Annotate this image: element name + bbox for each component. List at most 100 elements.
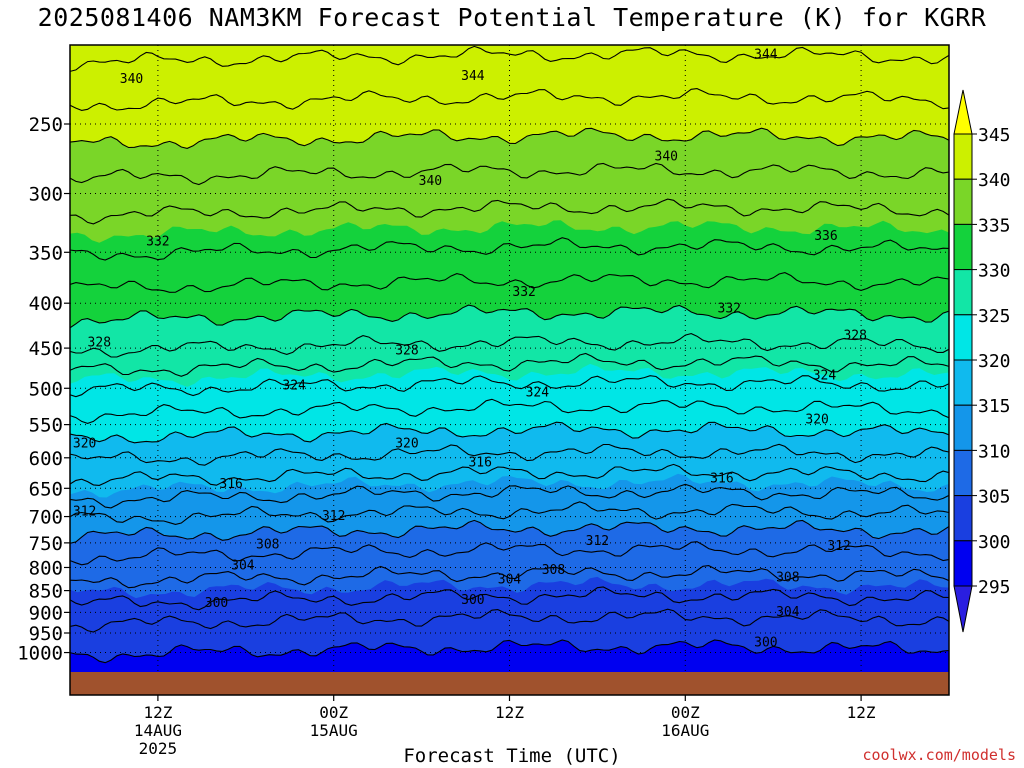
colorbar-label: 345 [978, 125, 1011, 146]
contour-label-320: 320 [395, 436, 418, 451]
contour-label-324: 324 [526, 386, 550, 401]
contour-line-302 [70, 608, 949, 633]
contour-label-332: 332 [512, 285, 535, 300]
contour-label-332: 332 [146, 235, 169, 250]
contour-line-328 [70, 333, 949, 358]
colorbar-box [953, 359, 973, 406]
colorbar-label: 315 [978, 396, 1011, 417]
contour-label-308: 308 [542, 563, 565, 578]
colorbar-box [953, 540, 973, 587]
contour-label-304: 304 [498, 573, 522, 588]
y-tick-label: 750 [29, 533, 63, 555]
contour-label-300: 300 [205, 596, 228, 611]
credit-link[interactable]: coolwx.com/models [862, 746, 1016, 764]
contour-line-326 [70, 352, 949, 377]
y-tick-label: 700 [29, 507, 63, 529]
x-tick-label: 16AUG [661, 721, 709, 740]
contour-line-318 [70, 443, 949, 466]
x-tick-label: 15AUG [310, 721, 358, 740]
colorbar-box [953, 133, 973, 180]
colorbar-label: 325 [978, 306, 1011, 327]
colorbar-box [953, 269, 973, 316]
contour-labels: 344 344 340 340 340 336 332 332 332 328 328 328 324 3… [73, 47, 867, 651]
colorbar-box [953, 178, 973, 225]
contour-label-344: 344 [754, 47, 778, 62]
contour-line-308 [70, 541, 949, 566]
contour-line-312 [70, 501, 949, 525]
colorbar-label: 295 [978, 577, 1011, 598]
contour-label-344: 344 [461, 69, 485, 84]
contour-line-346 [70, 1, 949, 23]
contour-label-312: 312 [322, 509, 345, 524]
contour-label-328: 328 [88, 336, 111, 351]
colorbar-label: 340 [978, 170, 1011, 191]
contour-label-308: 308 [776, 570, 799, 585]
colorbar-box [953, 449, 973, 497]
y-tick-label: 450 [29, 338, 63, 360]
theta-color-fill [70, 45, 949, 672]
contour-label-312: 312 [73, 505, 96, 520]
y-tick-label: 650 [29, 478, 63, 500]
contour-line-306 [70, 565, 949, 589]
contour-line-332 [70, 272, 949, 293]
colorbar-label: 300 [978, 532, 1011, 553]
y-tick-label: 250 [29, 114, 63, 136]
contour-line-316 [70, 463, 949, 486]
colorbar-box [953, 223, 973, 271]
contour-line-342 [70, 88, 949, 111]
chart-title: 2025081406 NAM3KM Forecast Potential Tem… [37, 3, 987, 32]
colorbar-box [953, 495, 973, 542]
y-tick-label: 500 [29, 378, 63, 400]
contour-label-340: 340 [419, 174, 442, 189]
contour-label-304: 304 [776, 605, 800, 620]
contour-label-324: 324 [813, 369, 837, 384]
contour-line-304 [70, 586, 949, 611]
colorbar-label: 335 [978, 215, 1011, 236]
contour-line-340 [70, 127, 949, 149]
y-axis: 2503003504004505005506006507007508008509… [17, 114, 70, 665]
contour-line-336 [70, 198, 949, 225]
y-tick-label: 400 [29, 293, 63, 315]
contour-label-328: 328 [395, 343, 418, 358]
colorbar-arrow-top [953, 89, 973, 135]
colorbar-box [953, 314, 973, 361]
colorbar-box [953, 404, 973, 451]
contour-label-312: 312 [586, 534, 609, 549]
contour-label-316: 316 [710, 472, 733, 487]
x-tick-label: 12Z [495, 703, 524, 722]
y-tick-label: 850 [29, 581, 63, 603]
y-tick-label: 300 [29, 184, 63, 206]
x-tick-label: 2025 [139, 739, 178, 758]
y-tick-label: 550 [29, 415, 63, 437]
x-axis-title: Forecast Time (UTC) [403, 745, 621, 767]
x-tick-label: 00Z [671, 703, 700, 722]
x-tick-label: 12Z [847, 703, 876, 722]
contour-line-334 [70, 237, 949, 261]
contour-label-336: 336 [814, 229, 837, 244]
contour-label-312: 312 [827, 539, 850, 554]
x-tick-label: 14AUG [134, 721, 182, 740]
contour-label-316: 316 [468, 456, 491, 471]
contour-line-324 [70, 375, 949, 398]
y-tick-label: 600 [29, 448, 63, 470]
y-tick-label: 900 [29, 602, 63, 624]
colorbar-label: 330 [978, 261, 1011, 282]
y-tick-label: 950 [29, 623, 63, 645]
colorbar-label: 305 [978, 487, 1011, 508]
colorbar: 345 340 335 330 325 320 315 310 305 300 295 [953, 89, 1011, 633]
colorbar-label: 320 [978, 351, 1011, 372]
contour-label-308: 308 [256, 537, 279, 552]
contour-label-300: 300 [754, 636, 777, 651]
contour-label-340: 340 [655, 150, 678, 165]
contour-line-344 [70, 45, 949, 72]
contour-label-300: 300 [461, 593, 484, 608]
colorbar-label: 310 [978, 441, 1011, 462]
ground-surface [70, 672, 949, 695]
y-tick-label: 1000 [17, 643, 63, 665]
contour-label-320: 320 [73, 436, 96, 451]
contour-label-320: 320 [805, 413, 828, 428]
contour-label-324: 324 [282, 379, 306, 394]
contour-label-316: 316 [219, 477, 242, 492]
